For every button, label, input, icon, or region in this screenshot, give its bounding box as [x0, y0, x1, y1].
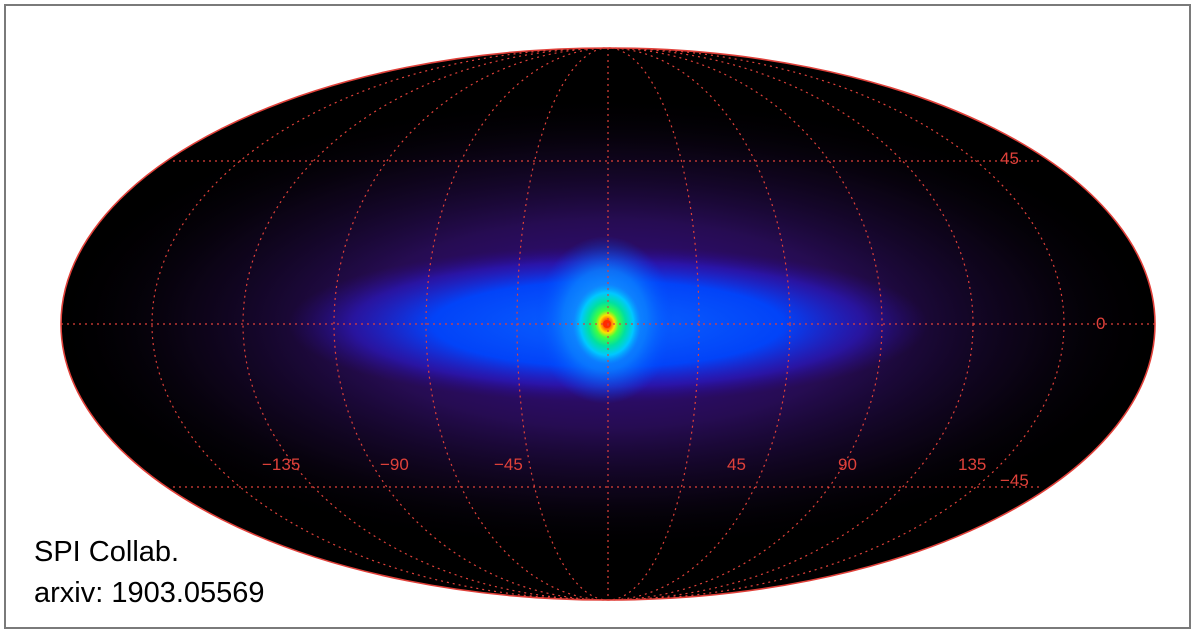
lon-label-minus135: −135	[262, 455, 300, 474]
lat-label-minus45: −45	[1000, 471, 1029, 490]
lon-label-90: 90	[838, 455, 857, 474]
credit-arxiv: arxiv: 1903.05569	[34, 577, 265, 609]
lon-label-135: 135	[958, 455, 986, 474]
lon-label-minus45: −45	[494, 455, 523, 474]
lat-label-0: 0	[1096, 314, 1105, 333]
lat-label-45: 45	[1000, 149, 1019, 168]
lon-label-minus90: −90	[380, 455, 409, 474]
map-outline	[60, 47, 1156, 601]
lon-label-45: 45	[727, 455, 746, 474]
credit-collaboration: SPI Collab.	[34, 536, 180, 568]
